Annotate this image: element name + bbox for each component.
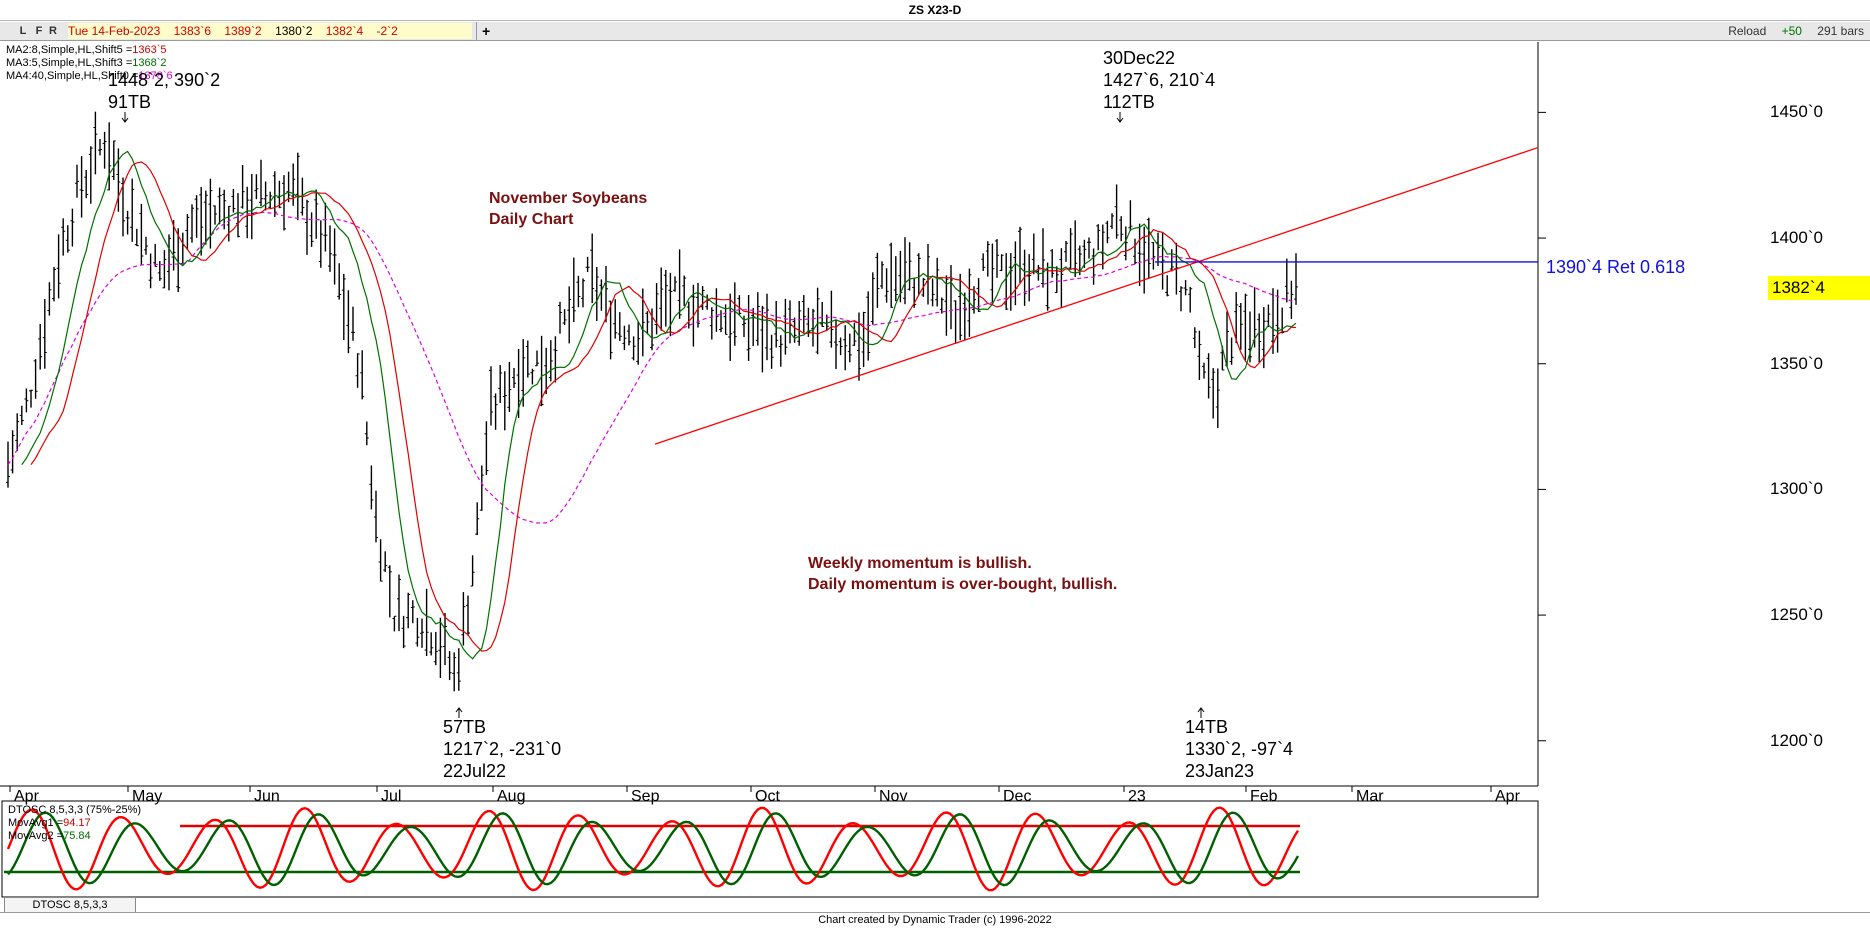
oscillator-tab[interactable]: DTOSC 8,5,3,3 (75%-25%) [4, 897, 136, 926]
price-tick-label: 1250`0 [1770, 605, 1823, 625]
time-tick-label: Sep [631, 788, 660, 805]
quote-open: 1383`6 [173, 24, 211, 38]
swing-arrow-head [1197, 707, 1205, 713]
time-tick-label: Dec [1003, 788, 1032, 805]
swing-arrows [121, 112, 1205, 718]
time-tick-label: Jul [381, 788, 402, 805]
swing-low-1-date: 22Jul22 [443, 761, 507, 781]
ma2-legend-row: MA2:8,Simple,HL,Shift5 =1363`5 [6, 44, 173, 57]
time-tick-label: Apr [1495, 788, 1520, 805]
swing-arrow-head [455, 707, 463, 713]
swing-low-1-price: 1217`2, -231`0 [443, 739, 562, 759]
annotation-title-line-1: November Soybeans [489, 190, 648, 207]
quote-high: 1389`2 [224, 24, 262, 38]
toolbar-right: Reload +50 291 bars [1716, 23, 1864, 39]
price-bars [6, 111, 1298, 692]
swing-arrow-head [121, 117, 129, 123]
osc-mov1-label: MovAvg1 = [8, 817, 64, 829]
time-tick-label: 23 [1128, 788, 1146, 805]
time-tick-marks [9, 786, 1492, 792]
osc-mov1-value: 94.17 [63, 817, 91, 829]
chart-lines [654, 146, 1539, 445]
osc-mov2-value: 75.84 [63, 830, 91, 842]
footer-credit: Chart created by Dynamic Trader (c) 1996… [0, 912, 1870, 927]
quote-low: 1380`2 [275, 24, 313, 38]
osc-mov2-row: MovAvg2 =75.84 [8, 830, 141, 843]
swing-low-2-bars: 14TB [1185, 717, 1229, 737]
time-tick-label: Nov [879, 788, 908, 805]
swing-high-1-price: 1448`2, 390`2 [108, 70, 221, 90]
add-chart-button[interactable]: + [482, 23, 491, 39]
oscillator-lines [4, 806, 1300, 892]
ma4-value: 1378`6 [138, 70, 173, 82]
ma-legend: MA2:8,Simple,HL,Shift5 =1363`5 MA3:5,Sim… [6, 44, 173, 83]
price-tick-label: 1400`0 [1770, 228, 1823, 248]
price-tick-label: 1350`0 [1770, 353, 1823, 373]
swing-arrow-head [1116, 117, 1124, 123]
momentum-line-2: Daily momentum is over-bought, bullish. [808, 576, 1118, 593]
time-tick-label: Aug [497, 788, 526, 805]
f-button[interactable]: F [35, 25, 43, 37]
l-button[interactable]: L [19, 25, 27, 37]
quote-date: Tue 14-Feb-2023 [68, 24, 161, 38]
osc-name: DTOSC 8,5,3,3 (75%-25%) [8, 804, 142, 816]
trendline [654, 146, 1539, 445]
ma2-label: MA2:8,Simple,HL,Shift5 = [6, 44, 133, 56]
swing-high-2-date: 30Dec22 [1103, 48, 1176, 68]
price-tick-label: 1450`0 [1770, 102, 1823, 122]
chart-annotation-title: November Soybeans Daily Chart [489, 188, 647, 230]
time-tick-label: Jun [254, 788, 280, 805]
bars-count: 291 bars [1817, 24, 1864, 38]
osc-slow-line [7, 811, 1300, 887]
swing-high-2-bars: 112TB [1103, 92, 1155, 112]
annotation-title-line-2: Daily Chart [489, 211, 574, 228]
quote-close: 1382`4 [325, 24, 364, 38]
ma4-label: MA4:40,Simple,HL,Shift0 = [6, 70, 139, 82]
price-tick-marks [1538, 111, 1546, 742]
ma3-legend-row: MA3:5,Simple,HL,Shift3 =1368`2 [6, 57, 173, 70]
time-tick-label: Oct [755, 788, 780, 805]
osc-mov2-label: MovAvg2 = [8, 830, 64, 842]
retracement-label: 1390`4 Ret 0.618 [1546, 257, 1686, 277]
toolbar: L F R Tue 14-Feb-2023 1383`6 1389`2 1380… [0, 22, 1870, 41]
ma4-legend-row: MA4:40,Simple,HL,Shift0 =1378`6 [6, 70, 173, 83]
reload-button[interactable]: Reload [1728, 24, 1767, 38]
price-tick-label: 1200`0 [1770, 730, 1823, 750]
momentum-annotation: Weekly momentum is bullish. Daily moment… [808, 553, 1117, 595]
swing-high-2-price: 1427`6, 210`4 [1103, 70, 1216, 90]
swing-high-1-bars: 91TB [108, 92, 152, 112]
time-tick-label: May [132, 788, 163, 805]
swing-low-2-date: 23Jan23 [1185, 761, 1255, 781]
quote-box: Tue 14-Feb-2023 1383`6 1389`2 1380`2 138… [68, 23, 472, 39]
swing-low-2-price: 1330`2, -97`4 [1185, 739, 1294, 759]
last-price-tag: 1382`4 [1768, 276, 1870, 300]
ma3-value: 1368`2 [132, 57, 167, 69]
osc-mov1-row: MovAvg1 =94.17 [8, 817, 141, 830]
osc-fast-line [6, 806, 1300, 892]
momentum-line-1: Weekly momentum is bullish. [808, 555, 1032, 572]
ma8-line [30, 161, 1297, 652]
chart-title: ZS X23-D [908, 3, 962, 17]
oscillator-legend: DTOSC 8,5,3,3 (75%-25%) MovAvg1 =94.17 M… [8, 804, 141, 843]
toolbar-separator [476, 22, 477, 40]
title-bar: ZS X23-D [0, 0, 1870, 21]
ma40-line [7, 211, 1297, 524]
r-button[interactable]: R [49, 25, 57, 37]
ma2-value: 1363`5 [132, 44, 167, 56]
ma5-line [21, 150, 1297, 660]
time-tick-label: Apr [14, 788, 39, 805]
ma3-label: MA3:5,Simple,HL,Shift3 = [6, 57, 133, 69]
price-tick-label: 1300`0 [1770, 479, 1823, 499]
quote-change: -2`2 [376, 24, 398, 38]
oscillator-panel [1, 800, 1539, 898]
swing-low-1-bars: 57TB [443, 717, 487, 737]
moving-averages [7, 150, 1297, 660]
time-tick-label: Feb [1250, 788, 1278, 805]
time-tick-label: Mar [1356, 788, 1384, 805]
reload-step[interactable]: +50 [1781, 24, 1802, 38]
